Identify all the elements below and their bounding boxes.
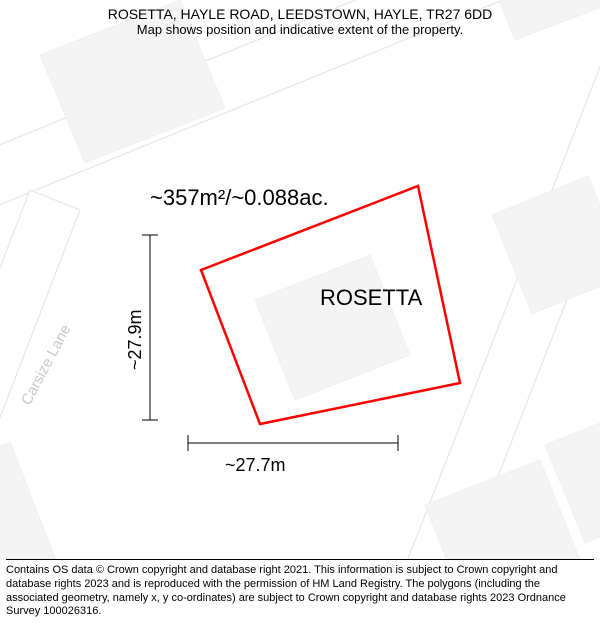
property-label: ROSETTA <box>320 285 422 311</box>
area-label: ~357m²/~0.088ac. <box>150 185 329 211</box>
height-dim-label: ~27.9m <box>125 309 146 370</box>
page-subtitle: Map shows position and indicative extent… <box>0 22 600 37</box>
page-title: ROSETTA, HAYLE ROAD, LEEDSTOWN, HAYLE, T… <box>0 6 600 22</box>
map-svg <box>0 0 600 560</box>
footer-rule <box>6 559 594 560</box>
footer-text: Contains OS data © Crown copyright and d… <box>6 564 594 619</box>
header: ROSETTA, HAYLE ROAD, LEEDSTOWN, HAYLE, T… <box>0 6 600 37</box>
footer: Contains OS data © Crown copyright and d… <box>6 559 594 619</box>
map-area: ~357m²/~0.088ac. ~27.9m ~27.7m ROSETTA C… <box>0 0 600 560</box>
width-dim-label: ~27.7m <box>225 455 286 476</box>
